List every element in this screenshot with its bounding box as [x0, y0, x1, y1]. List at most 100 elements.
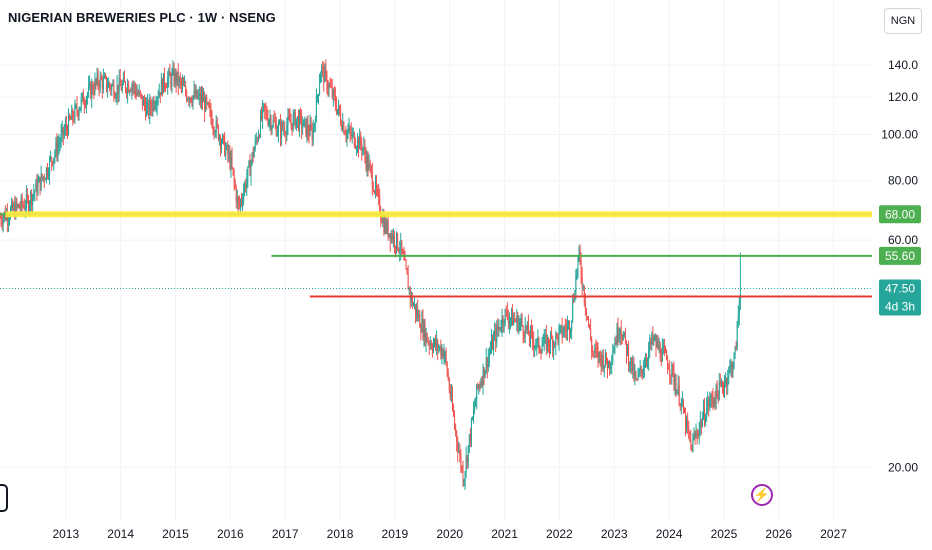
- candle-body: [256, 139, 258, 141]
- candle-body: [282, 123, 284, 130]
- candle-body: [575, 275, 577, 296]
- candle-body: [297, 116, 299, 130]
- candle-body: [458, 451, 460, 453]
- candle-body: [467, 445, 469, 463]
- candle-body: [126, 90, 128, 94]
- candle-body: [327, 88, 329, 90]
- candle: [215, 115, 217, 139]
- candle: [396, 231, 398, 255]
- candle: [64, 116, 66, 136]
- candle: [460, 449, 462, 473]
- candle: [416, 302, 418, 322]
- candle: [418, 309, 420, 322]
- candle: [493, 330, 495, 356]
- candle: [48, 167, 50, 181]
- candle-body: [605, 353, 607, 363]
- candle: [171, 67, 173, 94]
- candle-body: [518, 323, 520, 332]
- candle: [185, 80, 187, 97]
- candle: [311, 122, 313, 147]
- candle-body: [381, 218, 383, 223]
- candle: [265, 102, 267, 121]
- candle: [659, 341, 661, 362]
- candle-body: [660, 357, 662, 362]
- candle: [301, 109, 303, 140]
- candle: [494, 321, 496, 341]
- lightning-bolt-icon[interactable]: ⚡: [751, 484, 773, 506]
- candle-body: [326, 73, 328, 89]
- candle: [319, 73, 321, 96]
- candle: [127, 78, 129, 104]
- candle-body: [339, 105, 341, 113]
- candle: [540, 348, 542, 360]
- candle-body: [289, 118, 291, 123]
- candle: [727, 369, 729, 395]
- candle-body: [168, 70, 170, 79]
- candle-body: [84, 104, 86, 106]
- candle: [128, 80, 130, 94]
- candle-body: [478, 385, 480, 388]
- candle: [625, 340, 627, 364]
- candle: [412, 302, 414, 307]
- candle-body: [319, 83, 321, 95]
- candle: [325, 59, 327, 82]
- candle-body: [92, 84, 94, 92]
- chart-title: NIGERIAN BREWERIES PLC · 1W · NSENG: [8, 10, 276, 25]
- candle-body: [696, 432, 698, 436]
- candle: [738, 296, 740, 326]
- candle: [401, 240, 403, 256]
- candle: [601, 349, 603, 372]
- candle: [514, 311, 516, 323]
- candle-body: [579, 248, 581, 261]
- candle: [231, 147, 233, 170]
- candle-body: [204, 97, 206, 112]
- candle-body: [641, 369, 643, 374]
- candle-body: [205, 97, 207, 112]
- candle: [281, 119, 283, 146]
- candle-body: [503, 323, 505, 325]
- candle: [40, 165, 42, 192]
- candle-body: [593, 351, 595, 353]
- candle: [570, 327, 572, 339]
- candle-body: [719, 381, 721, 385]
- candle-body: [135, 89, 137, 96]
- candle-body: [498, 327, 500, 330]
- candle-body: [398, 249, 400, 252]
- candle: [180, 77, 182, 94]
- candle-body: [738, 302, 740, 316]
- candle-body: [625, 340, 627, 355]
- candle: [192, 95, 194, 110]
- candle: [206, 94, 208, 110]
- candle-body: [333, 89, 335, 96]
- candle: [282, 120, 284, 132]
- currency-button[interactable]: NGN: [884, 8, 922, 34]
- candle-body: [244, 183, 246, 192]
- candle-body: [638, 371, 640, 374]
- candle-body: [583, 286, 585, 302]
- candle: [314, 115, 316, 133]
- candle: [348, 117, 350, 134]
- candle-body: [647, 360, 649, 362]
- candle-body: [463, 480, 465, 484]
- candle-body: [40, 174, 42, 190]
- candle-body: [264, 104, 266, 110]
- candle-body: [190, 97, 192, 102]
- candle: [518, 315, 520, 335]
- candle: [162, 73, 164, 94]
- candle-body: [629, 365, 631, 367]
- y-tick-label: 20.00: [888, 460, 918, 474]
- candle-body: [436, 340, 438, 347]
- candle: [161, 77, 163, 97]
- candle: [138, 84, 140, 97]
- candle-body: [392, 234, 394, 241]
- candle: [312, 119, 314, 146]
- last-price-badge-text: 4d 3h: [885, 299, 915, 313]
- candle: [411, 292, 413, 310]
- candle-body: [715, 384, 717, 404]
- candle: [571, 320, 573, 340]
- candle: [647, 357, 649, 369]
- candle-body: [173, 69, 175, 84]
- x-tick-label: 2025: [711, 527, 738, 541]
- candle: [327, 80, 329, 97]
